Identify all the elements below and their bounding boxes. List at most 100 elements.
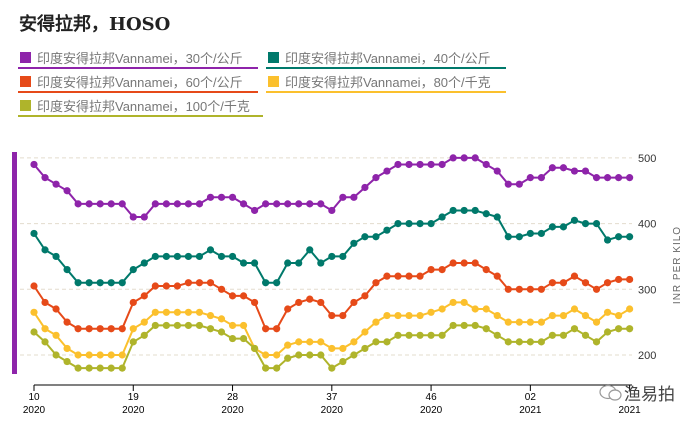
data-point bbox=[41, 325, 49, 333]
data-point bbox=[52, 305, 60, 313]
data-point bbox=[284, 259, 292, 267]
data-point bbox=[151, 200, 159, 208]
data-point bbox=[559, 311, 568, 320]
data-point bbox=[107, 364, 115, 372]
data-point bbox=[184, 321, 193, 330]
x-tick-year: 2021 bbox=[519, 405, 542, 416]
data-point bbox=[74, 279, 82, 287]
watermark-text: 渔易拍 bbox=[624, 385, 675, 404]
data-point bbox=[350, 338, 358, 346]
data-point bbox=[350, 298, 358, 307]
data-point bbox=[614, 174, 623, 182]
data-point bbox=[449, 298, 457, 307]
data-point bbox=[239, 259, 248, 267]
data-point bbox=[526, 338, 534, 346]
data-point bbox=[548, 331, 557, 339]
data-point bbox=[217, 328, 226, 336]
data-point bbox=[206, 325, 215, 333]
data-point bbox=[96, 364, 104, 372]
data-point bbox=[460, 206, 468, 215]
data-point bbox=[350, 239, 358, 247]
y-tick-label: 300 bbox=[638, 284, 656, 296]
data-point bbox=[405, 311, 413, 320]
data-point bbox=[482, 325, 490, 333]
data-point bbox=[118, 200, 126, 208]
x-tick-week: 28 bbox=[227, 392, 239, 403]
data-point bbox=[449, 321, 457, 330]
data-point bbox=[603, 328, 612, 336]
data-point bbox=[570, 272, 579, 280]
data-point bbox=[626, 305, 634, 313]
data-point bbox=[559, 223, 568, 231]
data-point bbox=[328, 311, 336, 320]
data-point bbox=[251, 344, 259, 353]
data-point bbox=[603, 279, 612, 287]
data-point bbox=[581, 311, 590, 320]
x-tick-week: 37 bbox=[326, 392, 338, 403]
data-point bbox=[118, 351, 126, 359]
data-point bbox=[151, 252, 159, 261]
data-point bbox=[206, 279, 215, 287]
data-point bbox=[173, 321, 181, 330]
data-point bbox=[438, 305, 446, 313]
data-point bbox=[63, 344, 71, 353]
data-point bbox=[427, 265, 435, 274]
data-point bbox=[460, 154, 468, 162]
data-point bbox=[449, 206, 457, 215]
x-tick-week: 02 bbox=[525, 392, 537, 403]
data-point bbox=[471, 259, 479, 267]
data-point bbox=[74, 200, 82, 208]
data-point bbox=[140, 259, 148, 267]
y-tick-label: 500 bbox=[638, 153, 656, 165]
x-tick-year: 2020 bbox=[420, 405, 443, 416]
data-point bbox=[603, 236, 612, 244]
data-point bbox=[383, 226, 391, 234]
data-point bbox=[262, 364, 270, 372]
data-point bbox=[493, 331, 501, 339]
data-point bbox=[361, 233, 369, 241]
legend-item[interactable]: 印度安得拉邦Vannamei，40个/公斤 bbox=[266, 47, 506, 69]
data-point bbox=[118, 279, 126, 287]
data-point bbox=[537, 174, 545, 182]
data-point bbox=[129, 338, 137, 346]
data-point bbox=[328, 252, 336, 261]
x-tick-week: 46 bbox=[426, 392, 438, 403]
data-point bbox=[361, 328, 369, 336]
data-point bbox=[173, 200, 181, 208]
legend-item[interactable]: 印度安得拉邦Vannamei，30个/公斤 bbox=[18, 47, 258, 69]
data-point bbox=[63, 187, 71, 195]
legend-swatch bbox=[268, 75, 279, 87]
x-tick-year: 2020 bbox=[321, 405, 344, 416]
data-point bbox=[195, 200, 204, 208]
legend-swatch bbox=[268, 51, 279, 63]
data-point bbox=[52, 331, 60, 339]
data-point bbox=[107, 279, 115, 287]
y-axis-label: INR PER KILO bbox=[672, 226, 683, 304]
data-point bbox=[581, 279, 590, 287]
data-point bbox=[85, 200, 93, 208]
data-point bbox=[427, 160, 435, 169]
accent-bar bbox=[12, 152, 17, 374]
data-point bbox=[228, 252, 237, 261]
data-point bbox=[471, 154, 479, 162]
data-point bbox=[228, 193, 237, 201]
data-point bbox=[184, 308, 193, 316]
data-point bbox=[405, 220, 413, 228]
data-point bbox=[559, 279, 568, 287]
data-point bbox=[162, 282, 170, 290]
data-point bbox=[306, 338, 314, 346]
data-point bbox=[328, 344, 336, 353]
data-point bbox=[206, 193, 215, 201]
data-point bbox=[603, 174, 612, 182]
data-point bbox=[262, 279, 270, 287]
data-point bbox=[394, 331, 402, 339]
data-point bbox=[52, 351, 60, 359]
data-point bbox=[96, 279, 104, 287]
legend-item[interactable]: 印度安得拉邦Vannamei，60个/公斤 bbox=[18, 71, 258, 93]
legend-item[interactable]: 印度安得拉邦Vannamei，80个/千克 bbox=[266, 71, 506, 93]
chart-title: 安得拉邦，HOSO bbox=[19, 14, 171, 35]
legend-item[interactable]: 印度安得拉邦Vannamei，100个/千克 bbox=[18, 95, 263, 117]
y-tick-label: 400 bbox=[638, 219, 656, 231]
data-point bbox=[206, 311, 215, 320]
data-point bbox=[317, 259, 325, 267]
